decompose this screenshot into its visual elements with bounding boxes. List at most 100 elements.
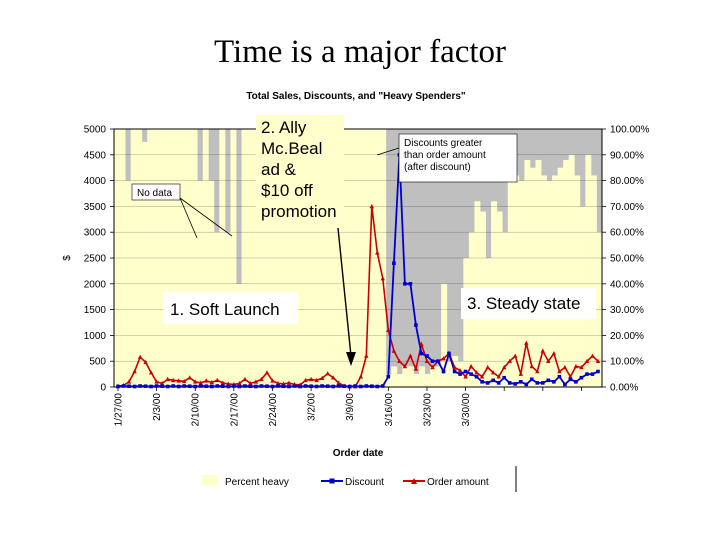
percent-heavy-bar bbox=[263, 129, 270, 387]
annotation-soft-launch: 1. Soft Launch bbox=[163, 292, 298, 324]
order-amount-point bbox=[132, 369, 137, 374]
order-amount-point bbox=[171, 377, 176, 383]
discount-point bbox=[447, 351, 451, 356]
legend-marker-order-amount bbox=[411, 478, 417, 484]
slide-title: Time is a major factor bbox=[213, 34, 507, 70]
chart-title: Total Sales, Discounts, and "Heavy Spend… bbox=[246, 91, 466, 102]
order-amount-point bbox=[562, 364, 568, 370]
discount-point bbox=[463, 369, 468, 374]
percent-heavy-bar bbox=[219, 129, 226, 387]
order-amount-point bbox=[491, 370, 496, 375]
y-tick-label: 2500 bbox=[84, 254, 107, 265]
discount-point bbox=[281, 384, 286, 388]
annotation-no-data-text: No data bbox=[137, 188, 172, 199]
order-amount-point bbox=[209, 379, 214, 385]
percent-heavy-bar bbox=[247, 129, 254, 387]
percent-heavy-bar bbox=[574, 175, 581, 387]
annotation-steady-state: 3. Steady state bbox=[461, 288, 596, 319]
discount-point bbox=[149, 384, 153, 389]
y2-tick-label: 80.00% bbox=[610, 176, 644, 187]
percent-heavy-bar bbox=[369, 129, 376, 387]
order-amount-point bbox=[358, 374, 363, 379]
y2-tick-label: 40.00% bbox=[610, 279, 644, 290]
order-amount-point bbox=[137, 354, 143, 359]
order-amount-point bbox=[507, 358, 512, 363]
discount-point bbox=[199, 384, 203, 388]
y2-tick-label: 60.00% bbox=[610, 228, 644, 239]
percent-heavy-bar bbox=[197, 180, 204, 387]
percent-heavy-bar bbox=[136, 129, 143, 387]
discount-point bbox=[491, 378, 495, 383]
y-axis-label: $ bbox=[62, 255, 73, 261]
discount-point bbox=[546, 378, 551, 383]
legend-label-discount: Discount bbox=[345, 477, 384, 488]
order-amount-point bbox=[364, 353, 369, 358]
discount-point bbox=[248, 384, 253, 388]
order-amount-point bbox=[270, 378, 275, 383]
discount-point bbox=[524, 382, 529, 387]
discount-point bbox=[176, 384, 181, 389]
percent-heavy-bar bbox=[546, 180, 553, 387]
discount-point bbox=[480, 380, 484, 384]
order-amount-point bbox=[579, 364, 584, 370]
percent-heavy-bar bbox=[191, 129, 198, 387]
discount-point bbox=[243, 384, 247, 388]
order-amount-point bbox=[524, 340, 529, 345]
discount-point bbox=[386, 374, 391, 379]
percent-heavy-bar bbox=[319, 129, 326, 387]
order-amount-point bbox=[402, 363, 408, 369]
discount-point bbox=[353, 384, 357, 388]
discount-line bbox=[117, 154, 599, 388]
percent-heavy-bar bbox=[524, 159, 531, 387]
order-amount-point bbox=[496, 374, 501, 379]
percent-heavy-bar bbox=[402, 366, 409, 387]
percent-heavy-bar bbox=[507, 180, 514, 387]
order-amount-point bbox=[457, 368, 463, 373]
order-amount-point bbox=[193, 379, 198, 384]
discount-point bbox=[419, 351, 424, 356]
gridlines bbox=[114, 154, 602, 362]
legend: Percent heavy Discount Order amount bbox=[202, 466, 517, 492]
discount-point bbox=[381, 384, 385, 388]
order-amount-point bbox=[308, 376, 314, 382]
discount-point bbox=[496, 381, 501, 385]
order-amount-point bbox=[573, 363, 579, 369]
y-tick-label: 4000 bbox=[84, 176, 107, 187]
percent-heavy-bar bbox=[424, 374, 431, 387]
discount-point bbox=[221, 384, 225, 388]
discount-point bbox=[403, 282, 407, 286]
percent-heavy-bar bbox=[163, 129, 170, 387]
legend-swatch-percent-heavy bbox=[202, 475, 218, 486]
discount-point bbox=[259, 384, 264, 388]
order-amount-point bbox=[452, 364, 457, 370]
x-tick-label: 1/27/00 bbox=[114, 393, 125, 427]
discount-point bbox=[530, 377, 534, 382]
order-amount-point bbox=[551, 351, 557, 356]
percent-heavy-bar bbox=[330, 129, 337, 387]
percent-heavy-bar bbox=[241, 129, 248, 387]
discount-point bbox=[320, 384, 324, 388]
order-amount-point bbox=[590, 353, 595, 358]
percent-heavy-bar bbox=[258, 129, 265, 387]
order-amount-point bbox=[237, 380, 242, 386]
discount-point bbox=[370, 384, 374, 388]
percent-heavy-bar bbox=[252, 129, 259, 387]
percent-heavy-bar bbox=[180, 129, 187, 387]
y-tick-label: 1500 bbox=[84, 305, 107, 316]
y-tick-label: 1000 bbox=[84, 331, 107, 342]
order-amount-point bbox=[264, 370, 270, 375]
discount-point bbox=[325, 384, 330, 388]
y2-tick-label: 20.00% bbox=[610, 331, 644, 342]
order-amount-point bbox=[198, 380, 203, 385]
discount-point bbox=[441, 369, 446, 374]
percent-heavy-bar bbox=[341, 129, 348, 387]
percent-heavy-bar bbox=[446, 361, 453, 387]
x-tick-label: 2/24/00 bbox=[268, 393, 279, 427]
order-amount-point bbox=[419, 341, 424, 346]
annotation-steady-state-text: 3. Steady state bbox=[467, 294, 580, 313]
percent-heavy-bar bbox=[552, 175, 559, 387]
order-amount-point bbox=[479, 374, 485, 379]
discount-point bbox=[364, 384, 369, 388]
order-amount-point bbox=[215, 377, 220, 383]
discount-point bbox=[303, 384, 308, 388]
